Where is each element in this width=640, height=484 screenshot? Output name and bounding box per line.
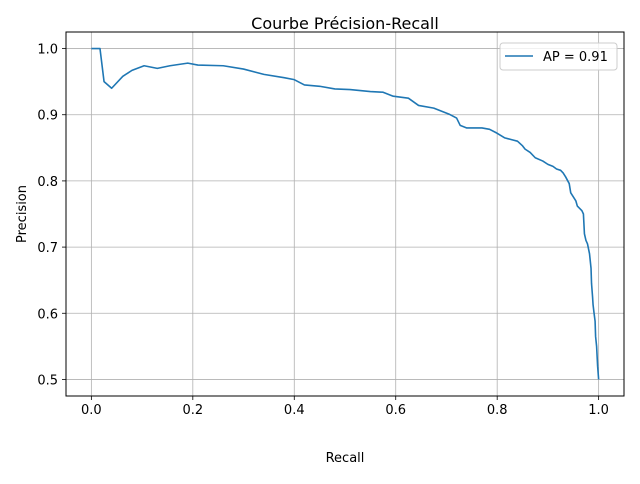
y-tick-label: 0.7 (37, 241, 58, 256)
ticks: 0.0 0.2 0.4 0.6 0.8 1.0 0.5 0.6 0.7 0.8 0.9 1.0 (37, 43, 609, 418)
y-tick-label: 1.0 (37, 43, 58, 58)
x-tick-label: 1.0 (588, 403, 609, 418)
x-tick-label: 0.6 (385, 403, 406, 418)
x-tick-label: 0.4 (284, 403, 305, 418)
legend-box (499, 42, 618, 71)
legend-label: AP = 0.91 (543, 50, 608, 65)
x-tick-label: 0.8 (487, 403, 508, 418)
y-axis-label: Precision (15, 185, 30, 243)
x-tick-label: 0.0 (81, 403, 102, 418)
plot-lines (91, 47, 600, 380)
y-tick-label: 0.8 (37, 175, 58, 190)
y-tick-label: 0.6 (37, 307, 58, 322)
axes-frame (65, 31, 625, 397)
x-tick-label: 0.2 (182, 403, 203, 418)
chart-title: Courbe Précision-Recall (251, 14, 439, 33)
grid (66, 32, 624, 396)
y-tick-label: 0.5 (37, 373, 58, 388)
series-line-0 (91, 47, 600, 380)
legend: AP = 0.91 (499, 42, 618, 71)
y-tick-label: 0.9 (37, 109, 58, 124)
x-axis-label: Recall (326, 451, 365, 466)
